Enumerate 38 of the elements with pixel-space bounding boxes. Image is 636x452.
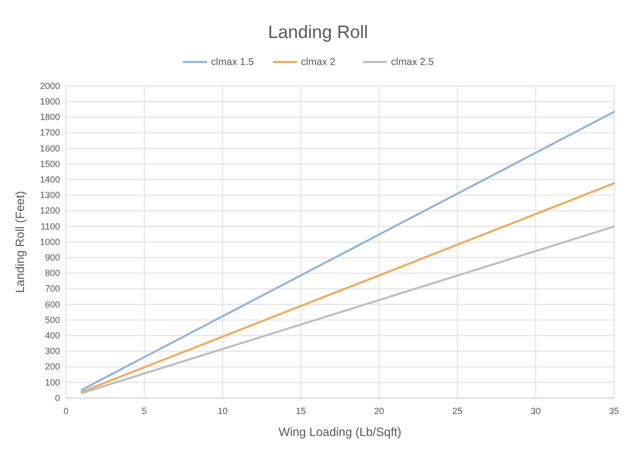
y-tick-label: 200 [44,362,60,372]
x-tick-label: 20 [374,406,384,416]
y-tick-label: 1400 [40,174,60,184]
chart-title: Landing Roll [268,22,368,42]
x-tick-label: 5 [142,406,147,416]
y-tick-label: 1200 [40,206,60,216]
y-tick-label: 0 [54,392,60,403]
y-tick-label: 1700 [40,128,60,138]
line-series [80,110,615,391]
x-tick-label: 0 [63,406,69,416]
legend-label: clmax 1.5 [211,57,254,68]
y-tick-label: 100 [44,377,60,388]
legend-label: clmax 2 [301,57,336,68]
y-tick-label: 500 [44,314,60,325]
y-tick-label: 700 [44,284,60,294]
y-tick-label: 2000 [40,80,60,91]
y-tick-label: 1100 [40,221,60,232]
x-tick-label: 25 [452,406,462,416]
x-tick-label: 10 [218,406,228,416]
y-tick-label: 400 [44,330,60,340]
x-tick-label: 15 [296,406,306,416]
x-tick-label: 35 [608,406,620,416]
x-tick-label: 30 [530,406,541,416]
y-tick-label: 1300 [40,190,60,200]
y-tick-label: 1500 [40,158,60,169]
y-tick-label: 600 [44,299,60,310]
y-tick-label: 800 [44,268,60,278]
legend-label: clmax 2.5 [391,57,434,68]
y-tick-label: 1000 [40,236,60,247]
line-series [80,226,615,394]
line-series [80,182,615,393]
y-tick-label: 1900 [40,96,60,106]
y-tick-label: 1800 [40,112,60,122]
y-tick-label: 1600 [40,143,60,154]
x-axis-title: Wing Loading (Lb/Sqft) [278,425,402,439]
y-tick-label: 900 [44,252,60,262]
y-tick-label: 300 [44,346,60,356]
y-axis-title: Landing Roll (Feet) [13,190,27,294]
